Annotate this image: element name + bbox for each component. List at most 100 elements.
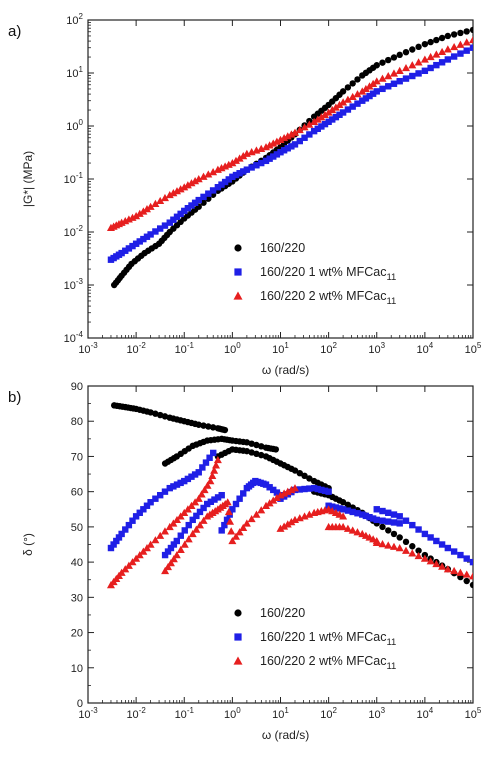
- data-point: [339, 512, 348, 520]
- data-point: [280, 522, 289, 530]
- data-point: [221, 521, 228, 529]
- data-point: [372, 538, 381, 546]
- data-point: [240, 168, 247, 175]
- data-point: [228, 159, 237, 167]
- data-point: [191, 471, 199, 478]
- data-point: [169, 555, 178, 563]
- data-point: [269, 139, 278, 147]
- data-point: [300, 123, 309, 131]
- data-point: [161, 222, 169, 229]
- data-point: [372, 77, 381, 85]
- data-point: [265, 141, 274, 149]
- data-point: [239, 152, 248, 160]
- data-point: [122, 526, 129, 533]
- data-point: [151, 536, 160, 544]
- data-point: [314, 485, 321, 493]
- data-point: [184, 475, 192, 483]
- data-point: [248, 164, 255, 171]
- data-point: [296, 137, 303, 145]
- data-point: [379, 85, 386, 93]
- data-point: [426, 52, 435, 61]
- data-point: [379, 523, 386, 531]
- data-point: [358, 87, 367, 95]
- data-point: [262, 481, 270, 488]
- series-2: [107, 449, 473, 566]
- data-point: [210, 449, 217, 457]
- data-point: [339, 506, 347, 513]
- data-point: [395, 544, 404, 552]
- data-point: [310, 127, 318, 135]
- data-point: [385, 509, 392, 516]
- data-point: [191, 177, 200, 185]
- legend-label: 160/220: [260, 606, 305, 620]
- y-tick-label: 80: [71, 416, 83, 428]
- data-point: [301, 485, 308, 493]
- data-point: [343, 95, 352, 103]
- data-point: [143, 502, 151, 509]
- data-point: [280, 147, 288, 154]
- data-point: [349, 508, 356, 516]
- data-point: [164, 548, 172, 555]
- data-point: [129, 242, 136, 250]
- data-point: [205, 423, 212, 430]
- data-point: [296, 486, 303, 493]
- data-point: [348, 526, 357, 534]
- data-point: [129, 517, 136, 524]
- data-point: [408, 549, 417, 557]
- y-tick-label: 70: [71, 451, 83, 463]
- data-point: [344, 106, 352, 113]
- y-tick-label: 10-2: [64, 224, 84, 239]
- data-layer: [106, 26, 473, 289]
- data-point: [199, 464, 206, 471]
- data-point: [353, 528, 362, 536]
- data-point: [140, 506, 147, 513]
- data-point: [113, 537, 120, 545]
- legend-label: 160/220 1 wt% MFCac11: [260, 630, 396, 648]
- data-point: [224, 507, 233, 516]
- data-point: [354, 510, 361, 517]
- data-point: [156, 225, 164, 232]
- data-point: [385, 56, 392, 64]
- data-point: [223, 516, 231, 524]
- data-point: [212, 461, 221, 469]
- data-point: [331, 103, 340, 111]
- legend-label: 160/220: [260, 241, 305, 255]
- data-point: [173, 537, 180, 545]
- data-point: [110, 541, 117, 548]
- data-point: [329, 503, 336, 510]
- data-point: [206, 454, 213, 461]
- data-point: [189, 516, 196, 524]
- data-point: [269, 496, 278, 504]
- data-point: [195, 196, 202, 204]
- data-point: [409, 521, 416, 529]
- data-point: [362, 512, 370, 520]
- data-point: [290, 484, 299, 492]
- data-point: [218, 527, 225, 534]
- data-point: [310, 117, 319, 126]
- data-point: [369, 79, 378, 87]
- y-tick-label: 102: [66, 12, 83, 27]
- x-tick-label: 103: [368, 706, 385, 721]
- data-point: [306, 475, 313, 482]
- data-point: [225, 176, 232, 183]
- data-point: [457, 29, 464, 37]
- data-point: [213, 455, 222, 464]
- data-point: [373, 88, 380, 95]
- data-point: [147, 231, 154, 238]
- data-point: [373, 506, 380, 513]
- y-tick-label: 60: [71, 487, 83, 499]
- data-point: [183, 181, 192, 189]
- data-point: [277, 495, 284, 502]
- data-point: [273, 151, 281, 158]
- data-point: [214, 184, 222, 191]
- data-point: [203, 481, 212, 489]
- panel-label: a): [8, 23, 21, 40]
- data-point: [353, 90, 362, 98]
- y-tick-label: 0: [77, 698, 83, 710]
- data-point: [173, 213, 181, 220]
- data-point: [438, 47, 447, 56]
- data-point: [359, 97, 366, 104]
- data-point: [306, 485, 313, 492]
- data-point: [218, 181, 225, 188]
